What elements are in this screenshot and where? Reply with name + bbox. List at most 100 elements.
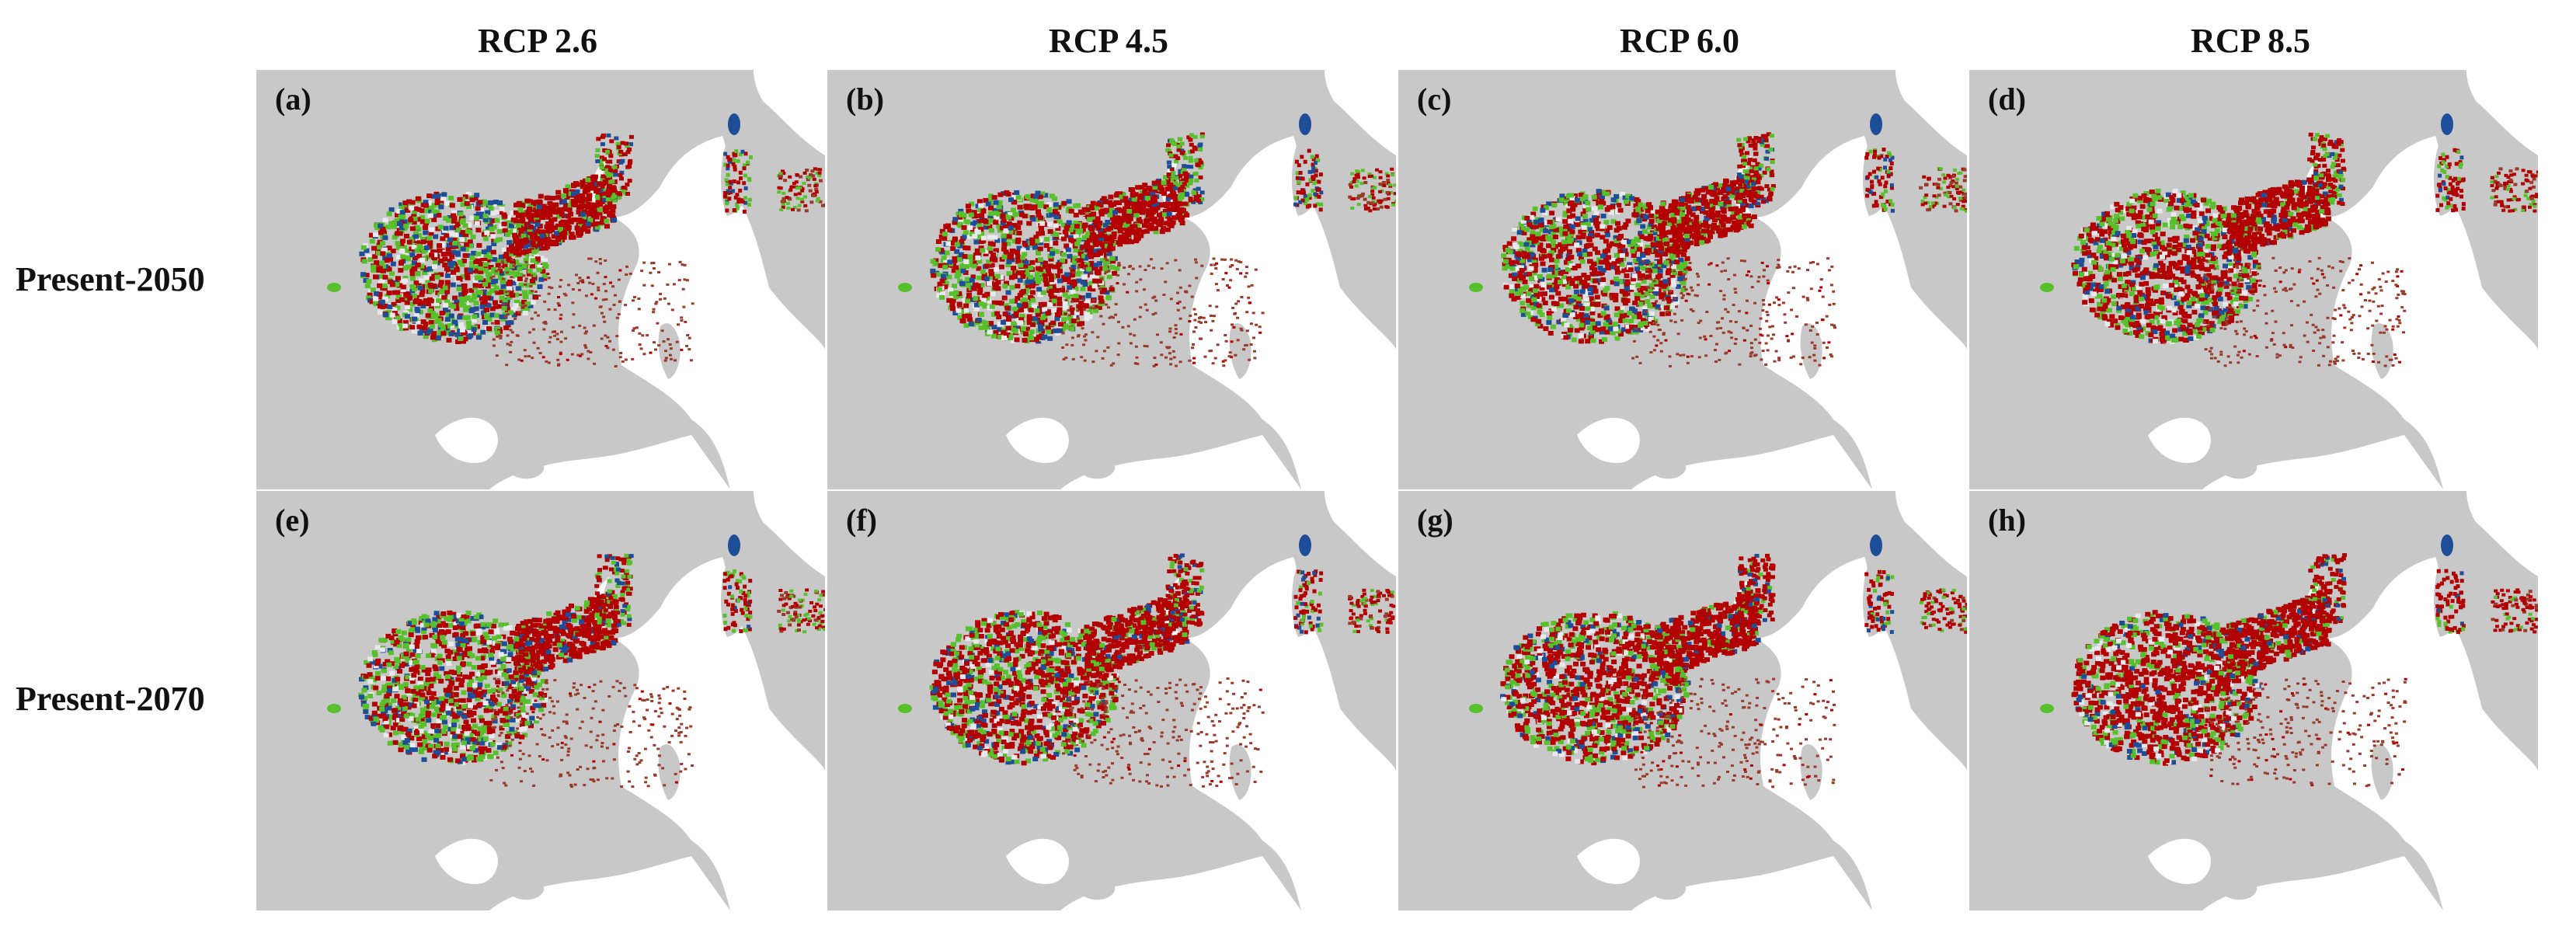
land-area xyxy=(1800,744,1822,800)
land-area xyxy=(2219,876,2257,900)
gain-patch xyxy=(327,283,341,292)
sea-area xyxy=(1060,856,1301,910)
map-panel-f: (f) xyxy=(827,491,1396,910)
stable-patch xyxy=(2441,534,2453,556)
sea-area xyxy=(1631,856,1872,910)
gain-patch xyxy=(1469,704,1483,713)
map-svg xyxy=(827,70,1396,489)
sea-area xyxy=(489,435,730,489)
land-area xyxy=(1077,455,1116,479)
stable-patch xyxy=(1299,113,1311,135)
suitability-layer xyxy=(327,534,825,789)
sea-area xyxy=(1325,491,1396,576)
stable-patch xyxy=(728,113,740,135)
col-header-rcp60: RCP 6.0 xyxy=(1620,22,1739,60)
sea-area xyxy=(1895,491,1967,576)
suitability-layer xyxy=(1469,113,1967,367)
sea-area xyxy=(2148,417,2211,463)
land-area xyxy=(2491,155,2538,207)
map-svg xyxy=(256,491,825,910)
sea-area xyxy=(590,136,825,489)
sea-area xyxy=(1732,557,1967,910)
map-svg xyxy=(1398,70,1967,489)
sea-area xyxy=(1577,838,1640,884)
sea-area xyxy=(489,856,730,910)
sea-area xyxy=(2466,70,2538,155)
gain-patch xyxy=(2040,704,2054,713)
map-svg xyxy=(1969,491,2538,910)
col-header-rcp45: RCP 4.5 xyxy=(1049,22,1168,60)
sea-area xyxy=(1006,838,1069,884)
gain-patch xyxy=(898,283,912,292)
sea-area xyxy=(754,491,825,576)
panel-letter: (b) xyxy=(846,82,884,117)
panel-letter: (f) xyxy=(846,503,877,538)
sea-area xyxy=(1060,435,1301,489)
land-area xyxy=(1077,876,1116,900)
map-panel-h: (h) xyxy=(1969,491,2538,910)
sea-area xyxy=(1732,136,1967,489)
land-area xyxy=(1229,744,1251,800)
sea-area xyxy=(435,838,498,884)
map-panel-a: (a) xyxy=(256,70,825,489)
suitability-layer xyxy=(1469,534,1967,789)
panel-letter: (h) xyxy=(1988,503,2026,538)
row-label-2050: Present-2050 xyxy=(16,260,205,298)
sea-area xyxy=(2303,136,2538,489)
suitability-layer xyxy=(2040,113,2538,367)
sea-area xyxy=(754,70,825,155)
map-svg xyxy=(827,491,1396,910)
col-header-rcp85: RCP 8.5 xyxy=(2191,22,2310,60)
stable-patch xyxy=(1299,534,1311,556)
sea-area xyxy=(2303,557,2538,910)
sea-area xyxy=(1895,70,1967,155)
map-panel-e: (e) xyxy=(256,491,825,910)
land-area xyxy=(506,455,545,479)
gain-patch xyxy=(2040,283,2054,292)
sea-area xyxy=(2202,435,2443,489)
land-area xyxy=(1648,876,1687,900)
land-area xyxy=(1292,559,1322,637)
map-svg xyxy=(1398,491,1967,910)
land-area xyxy=(2219,455,2257,479)
panel-letter: (d) xyxy=(1988,82,2026,117)
sea-area xyxy=(590,557,825,910)
sea-area xyxy=(1631,435,1872,489)
map-panel-b: (b) xyxy=(827,70,1396,489)
land-area xyxy=(2371,323,2393,379)
map-svg xyxy=(256,70,825,489)
sea-area xyxy=(1006,417,1069,463)
land-area xyxy=(506,876,545,900)
sea-area xyxy=(1161,136,1396,489)
suitability-layer xyxy=(898,113,1396,367)
sea-area xyxy=(2466,491,2538,576)
map-panel-c: (c) xyxy=(1398,70,1967,489)
stable-patch xyxy=(1870,534,1882,556)
stable-patch xyxy=(728,534,740,556)
gain-patch xyxy=(327,704,341,713)
sea-area xyxy=(1577,417,1640,463)
col-header-rcp26: RCP 2.6 xyxy=(478,22,597,60)
panel-letter: (e) xyxy=(275,503,310,538)
gain-patch xyxy=(898,704,912,713)
map-panel-d: (d) xyxy=(1969,70,2538,489)
land-area xyxy=(658,323,681,379)
suitability-layer xyxy=(327,113,825,367)
sea-area xyxy=(2202,856,2443,910)
sea-area xyxy=(1325,70,1396,155)
land-area xyxy=(1648,455,1687,479)
panel-letter: (g) xyxy=(1417,503,1453,538)
sea-area xyxy=(2148,838,2211,884)
suitability-layer xyxy=(898,534,1396,788)
panel-letter: (c) xyxy=(1417,82,1452,117)
row-label-2070: Present-2070 xyxy=(16,680,205,718)
map-panel-g: (g) xyxy=(1398,491,1967,910)
land-area xyxy=(1229,323,1251,379)
stable-patch xyxy=(1870,113,1882,135)
land-area xyxy=(1800,323,1822,379)
sea-area xyxy=(1161,557,1396,910)
stable-patch xyxy=(2441,113,2453,135)
sea-area xyxy=(435,417,498,463)
gain-patch xyxy=(1469,283,1483,292)
suitability-layer xyxy=(2040,534,2538,788)
